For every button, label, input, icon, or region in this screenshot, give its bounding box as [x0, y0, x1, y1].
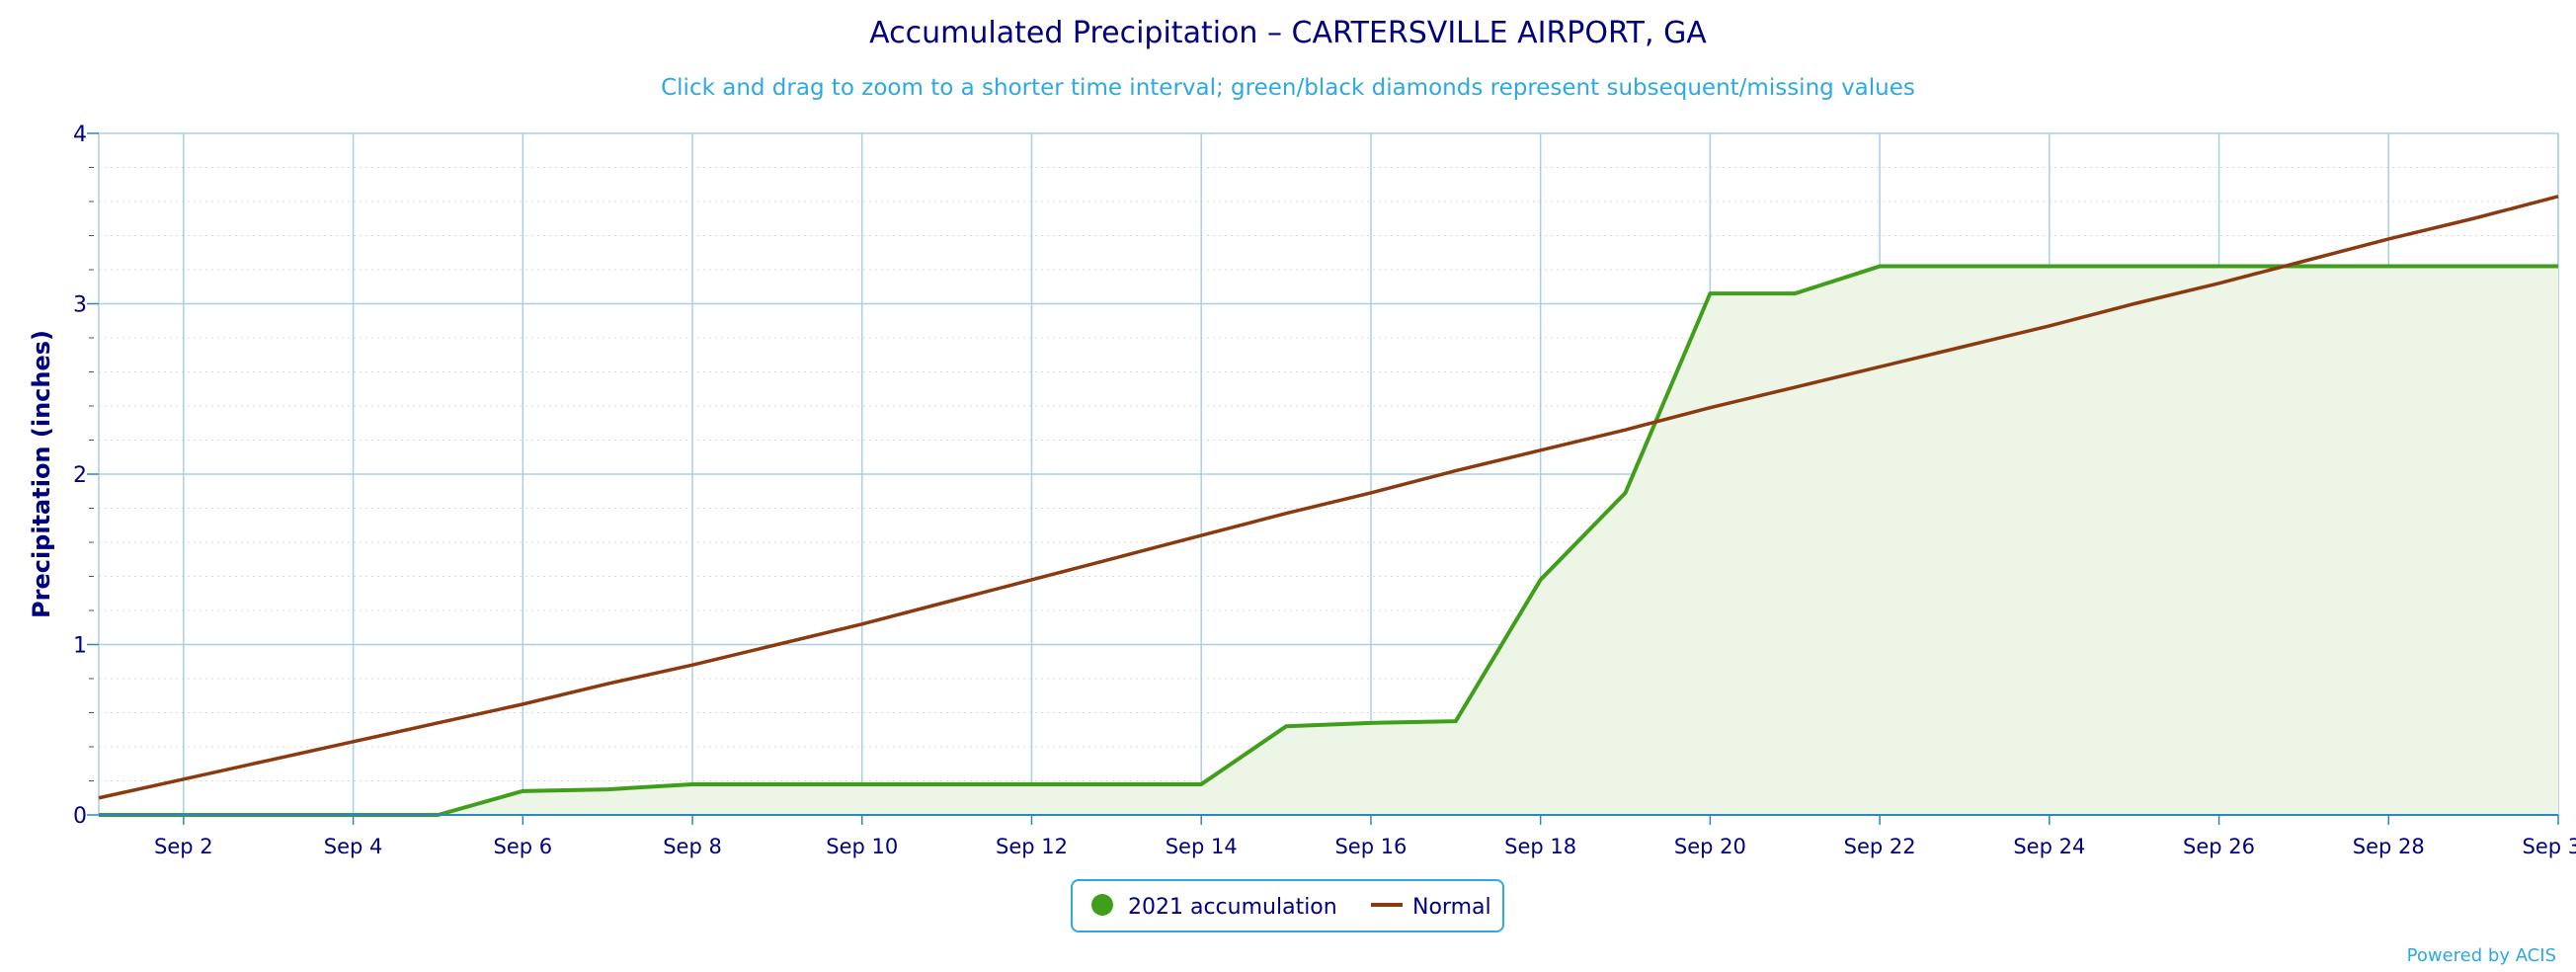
x-tick-label: Sep 28: [2353, 835, 2425, 858]
x-tick-label: Sep 22: [1844, 835, 1916, 858]
credits-link[interactable]: Powered by ACIS: [2407, 945, 2556, 966]
x-tick-label: Sep 14: [1166, 835, 1238, 858]
legend-label-accumulation: 2021 accumulation: [1128, 895, 1337, 920]
x-tick-label: Sep 6: [493, 835, 552, 858]
x-tick-label: Sep 16: [1334, 835, 1407, 858]
y-tick-label: 0: [73, 804, 87, 829]
x-tick-label: Sep 26: [2183, 835, 2255, 858]
y-tick-label: 1: [73, 634, 87, 659]
chart-subtitle: Click and drag to zoom to a shorter time…: [661, 75, 1915, 101]
y-tick-label: 2: [73, 463, 87, 488]
x-tick-label: Sep 30: [2523, 835, 2576, 858]
x-tick-label: Sep 24: [2013, 835, 2085, 858]
y-axis-ticks: 0 1 2 3 4: [73, 122, 99, 829]
x-tick-label: Sep 18: [1504, 835, 1576, 858]
legend-label-normal: Normal: [1412, 895, 1491, 920]
legend-item-normal[interactable]: Normal: [1371, 895, 1491, 920]
legend[interactable]: 2021 accumulation Normal: [1071, 879, 1504, 932]
x-tick-label: Sep 2: [154, 835, 213, 858]
legend-marker-accumulation: [1091, 894, 1113, 916]
x-tick-label: Sep 12: [996, 835, 1068, 858]
minor-grid: [89, 167, 2558, 781]
normal-line[interactable]: [98, 195, 2559, 800]
legend-box: [1071, 879, 1504, 932]
x-tick-label: Sep 10: [826, 835, 898, 858]
series-layer: [98, 195, 2559, 817]
x-tick-label: Sep 8: [663, 835, 722, 858]
x-axis-ticks: Sep 2 Sep 4 Sep 6 Sep 8 Sep 10 Sep 12 Sep 14 Se…: [154, 815, 2576, 858]
y-axis-label: Precipitation (inches): [28, 330, 55, 618]
accumulation-area: [99, 266, 2558, 815]
chart-title: Accumulated Precipitation – CARTERSVILLE…: [869, 16, 1707, 50]
legend-item-accumulation[interactable]: 2021 accumulation: [1091, 894, 1337, 920]
x-tick-label: Sep 20: [1674, 835, 1746, 858]
y-tick-label: 3: [73, 293, 87, 318]
x-tick-label: Sep 4: [324, 835, 383, 858]
accumulation-line[interactable]: [99, 264, 2558, 817]
y-tick-label: 4: [73, 122, 87, 147]
